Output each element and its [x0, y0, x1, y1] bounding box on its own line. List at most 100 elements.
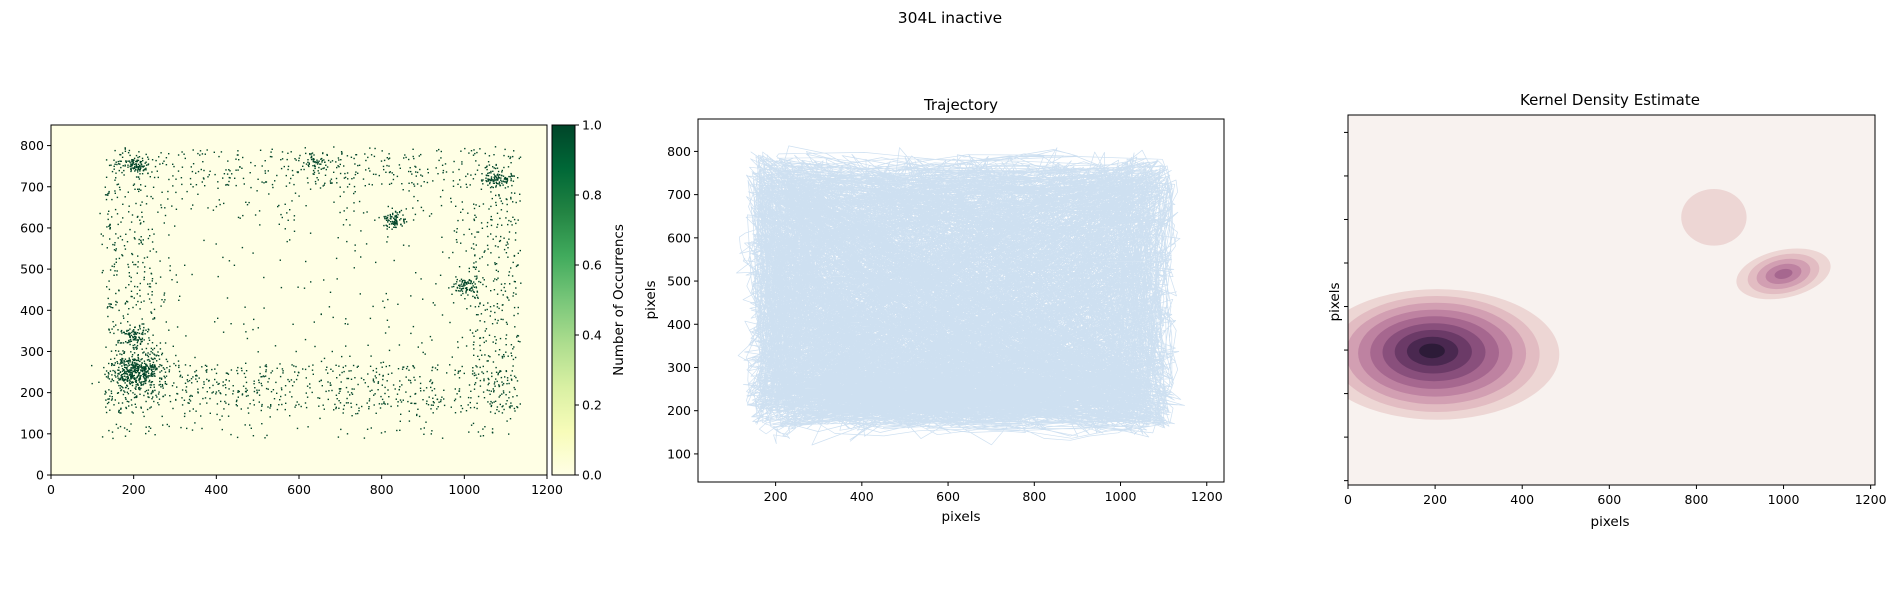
heatmap-cell	[120, 329, 123, 332]
heatmap-cell	[135, 164, 137, 166]
heatmap-cell	[490, 172, 492, 174]
heatmap-cell	[261, 181, 263, 183]
heatmap-cell	[482, 179, 484, 181]
heatmap-cell	[244, 306, 246, 308]
heatmap-cell	[425, 387, 428, 389]
heatmap-cell	[153, 373, 156, 375]
heatmap-cell	[250, 161, 252, 164]
heatmap-cell	[437, 406, 439, 408]
heatmap-cell	[473, 207, 476, 210]
heatmap-cell	[110, 399, 113, 401]
heatmap-cell	[493, 176, 495, 179]
heatmap-cell	[387, 158, 390, 160]
heatmap-cell	[473, 248, 475, 250]
heatmap-cell	[396, 429, 398, 432]
heatmap-cell	[156, 396, 158, 398]
heatmap-cell	[117, 183, 120, 185]
heatmap-cell	[150, 350, 152, 353]
heatmap-cell	[146, 364, 148, 366]
heatmap-cell	[504, 187, 507, 189]
heatmap-cell	[402, 189, 404, 191]
heatmap-cell	[460, 211, 462, 213]
heatmap-cell	[433, 388, 436, 390]
heatmap-cell	[225, 394, 227, 396]
heatmap-cell	[263, 276, 265, 279]
heatmap-cell	[124, 196, 126, 198]
heatmap-cell	[408, 182, 410, 184]
heatmap-cell	[492, 180, 494, 183]
heatmap-cell	[130, 368, 132, 370]
heatmap-cell	[509, 156, 512, 158]
heatmap-cell	[284, 228, 286, 230]
heatmap-cell	[481, 256, 483, 258]
heatmap-cell	[330, 178, 333, 180]
heatmap-cell	[497, 176, 499, 179]
heatmap-ytick-label: 600	[20, 220, 44, 235]
heatmap-cell	[360, 230, 362, 232]
heatmap-cell	[326, 166, 329, 168]
heatmap-cell	[125, 233, 127, 235]
heatmap-cell	[397, 368, 400, 370]
heatmap-cell	[358, 164, 361, 166]
heatmap-cell	[143, 326, 145, 329]
heatmap-cell	[206, 369, 208, 371]
heatmap-cell	[119, 378, 122, 381]
heatmap-cell	[149, 386, 152, 389]
heatmap-cell	[163, 294, 165, 296]
heatmap-cell	[503, 237, 505, 239]
heatmap-cell	[490, 170, 492, 173]
heatmap-cell	[159, 377, 161, 380]
colorbar-gradient	[551, 124, 576, 476]
heatmap-cell	[205, 371, 208, 373]
heatmap-cell	[138, 151, 140, 153]
heatmap-cell	[231, 173, 233, 175]
heatmap-cell	[442, 172, 444, 174]
heatmap-cell	[137, 374, 140, 376]
heatmap-cell	[512, 295, 514, 297]
heatmap-cell	[339, 374, 341, 376]
heatmap-cell	[108, 362, 110, 365]
heatmap-cell	[259, 224, 261, 226]
heatmap-cell	[354, 173, 357, 176]
heatmap-cell	[138, 387, 140, 389]
heatmap-cell	[372, 378, 375, 380]
heatmap-cell	[482, 435, 485, 437]
heatmap-cell	[267, 406, 269, 408]
heatmap-cell	[107, 218, 109, 221]
heatmap-cell	[451, 293, 453, 295]
heatmap-cell	[487, 248, 489, 250]
heatmap-cell	[510, 162, 512, 164]
heatmap-cell	[263, 182, 265, 184]
heatmap-cell	[204, 397, 207, 399]
trajectory-title: Trajectory	[923, 96, 998, 114]
heatmap-cell	[111, 378, 113, 380]
heatmap-cell	[461, 163, 463, 165]
heatmap-cell	[111, 396, 113, 398]
heatmap-cell	[124, 165, 126, 167]
heatmap-cell	[466, 308, 468, 310]
heatmap-cell	[287, 378, 289, 381]
heatmap-cell	[91, 382, 93, 385]
heatmap-cell	[123, 363, 125, 365]
heatmap-cell	[317, 162, 319, 164]
heatmap-cell	[114, 242, 116, 244]
heatmap-cell	[135, 165, 138, 167]
heatmap-cell	[511, 370, 513, 372]
heatmap-cell	[129, 379, 131, 381]
heatmap-cell	[399, 219, 401, 221]
heatmap-cell	[113, 265, 115, 268]
heatmap-cell	[124, 391, 126, 393]
heatmap-cell	[122, 379, 125, 382]
heatmap-cell	[117, 160, 119, 163]
heatmap-cell	[123, 174, 125, 176]
heatmap-cell	[472, 367, 474, 369]
heatmap-cell	[106, 402, 109, 405]
heatmap-cell	[296, 427, 299, 430]
heatmap-cell	[145, 426, 147, 428]
heatmap-cell	[119, 363, 121, 365]
heatmap-cell	[457, 183, 459, 185]
heatmap-cell	[501, 393, 503, 395]
kde-panel: Kernel Density Estimate 0 200 400 600 800 100…	[1327, 91, 1887, 530]
heatmap-cell	[123, 245, 126, 247]
heatmap-cell	[101, 271, 103, 274]
